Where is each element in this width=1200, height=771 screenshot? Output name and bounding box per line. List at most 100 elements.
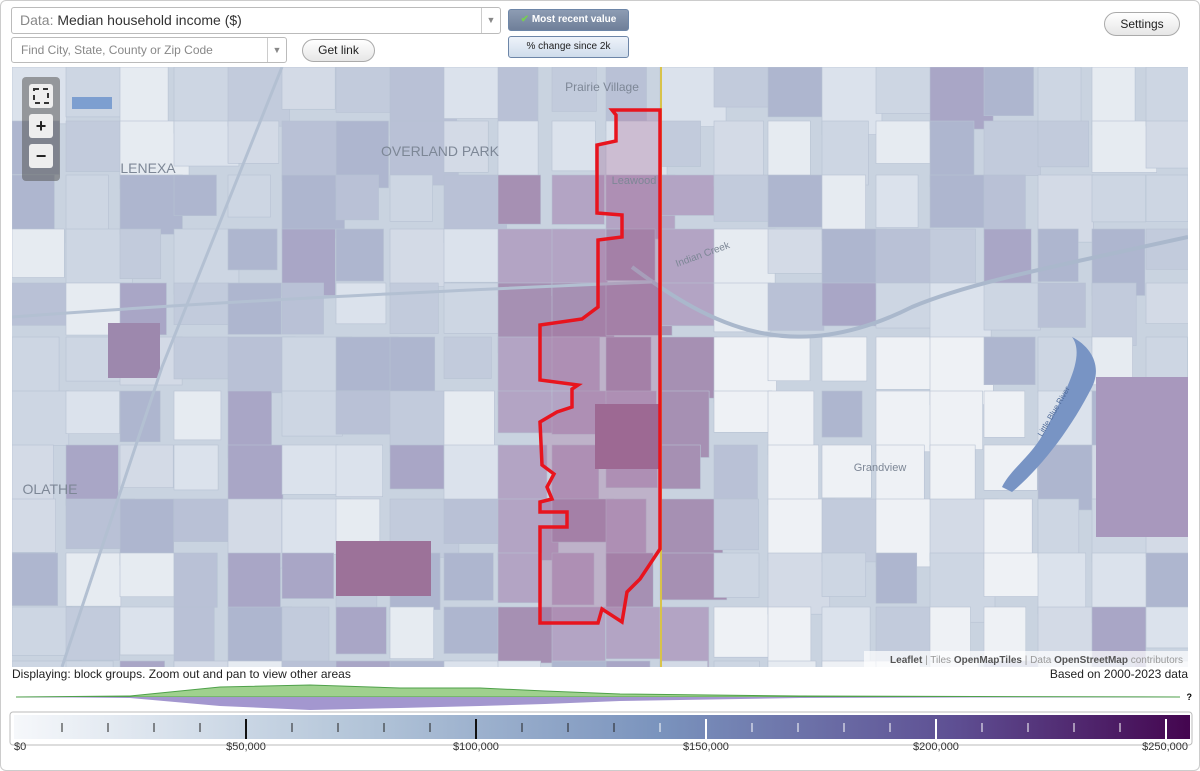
zoom-out-label: − (36, 146, 47, 166)
block-group (1091, 282, 1137, 346)
block-group (12, 336, 60, 398)
block-group (551, 67, 597, 112)
fullscreen-icon (33, 88, 49, 104)
block-group (595, 404, 660, 469)
block-group (659, 660, 708, 667)
block-group (713, 174, 778, 222)
block-group (659, 228, 718, 288)
block-group (1145, 228, 1188, 270)
block-group (875, 336, 932, 390)
block-group (713, 390, 773, 433)
block-group (173, 498, 234, 542)
block-group (336, 541, 431, 596)
block-group (821, 444, 872, 499)
zoom-in-button[interactable] (29, 114, 53, 138)
block-group (173, 390, 222, 441)
attr-text: Tiles (930, 655, 951, 666)
block-group (389, 606, 435, 660)
block-group (173, 174, 217, 216)
block-group (173, 660, 237, 667)
block-group (12, 552, 58, 606)
block-group (821, 660, 891, 667)
block-group (1037, 228, 1079, 282)
block-group (767, 67, 826, 118)
block-group (659, 498, 724, 557)
percent-change-toggle[interactable]: % change since 2k (508, 36, 629, 58)
attr-link[interactable]: OpenStreetMap (1054, 655, 1128, 666)
block-group (497, 120, 539, 180)
data-label: Data: (20, 12, 54, 28)
block-group (605, 336, 652, 402)
road (60, 67, 284, 667)
block-group (497, 67, 539, 122)
block-group (281, 444, 339, 495)
block-group (335, 606, 387, 655)
block-group (767, 390, 815, 455)
road (12, 280, 653, 319)
block-group (767, 120, 811, 180)
block-group (281, 67, 336, 110)
block-group (65, 67, 123, 118)
block-group (983, 120, 1041, 176)
block-group (551, 606, 606, 667)
block-group (1037, 120, 1089, 168)
block-group (605, 67, 647, 131)
block-group (713, 606, 769, 658)
color-ramp (14, 715, 1190, 739)
selected-area-outline[interactable] (538, 108, 662, 625)
block-group (659, 444, 701, 490)
attr-link[interactable]: Leaflet (890, 655, 923, 666)
attr-link[interactable]: OpenMapTiles (954, 655, 1023, 666)
block-group (713, 498, 759, 551)
zoom-out-button[interactable] (29, 144, 53, 168)
legend: ? $0 $50,000 $100,000 $150,000 $200,000 $250,… (9, 684, 1193, 753)
block-group (12, 228, 65, 278)
block-group (443, 120, 489, 173)
block-group (108, 323, 160, 378)
block-group (821, 606, 871, 666)
block-group (821, 228, 887, 284)
block-group (659, 120, 701, 167)
fullscreen-button[interactable] (29, 84, 53, 108)
block-group (119, 174, 183, 235)
block-group (821, 120, 869, 186)
pond (72, 97, 112, 109)
block-group (281, 606, 330, 667)
search-box[interactable]: Find City, State, County or Zip Code ▼ (11, 37, 287, 63)
block-group (713, 282, 772, 333)
block-group (443, 660, 505, 667)
settings-button[interactable]: Settings (1104, 12, 1180, 36)
block-group (929, 174, 995, 228)
attr-text: Data (1030, 655, 1052, 666)
block-group (389, 660, 453, 667)
block-group (1037, 498, 1080, 558)
block-group (983, 282, 1041, 331)
legend-tick-label: $100,000 (453, 741, 499, 753)
block-group (929, 67, 994, 130)
block-group (767, 606, 812, 667)
get-link-button[interactable]: Get link (302, 39, 375, 62)
block-group (1037, 552, 1087, 615)
place-label: LENEXA (120, 160, 176, 176)
data-select[interactable]: Data: Median household income ($) ▼ (11, 7, 501, 34)
block-group (659, 336, 718, 399)
block-group (713, 660, 760, 667)
block-group (551, 120, 596, 172)
block-group (12, 390, 70, 446)
attr-text: contributors (1131, 655, 1183, 666)
block-group (389, 444, 448, 490)
block-group (767, 282, 825, 331)
help-icon[interactable]: ? (1187, 692, 1193, 702)
block-group (821, 336, 868, 382)
block-group (173, 606, 215, 667)
block-group (713, 552, 760, 598)
based-on-note: Based on 2000-2023 data (1049, 667, 1188, 681)
most-recent-toggle[interactable]: ✔ Most recent value (508, 9, 629, 31)
map[interactable]: Prairie Village OVERLAND PARK LENEXA Lea… (12, 67, 1188, 667)
check-icon: ✔ (520, 14, 532, 25)
block-group (335, 228, 384, 282)
block-group (65, 606, 120, 661)
lake (1002, 337, 1096, 492)
block-group (443, 606, 502, 654)
block-group (119, 552, 175, 598)
